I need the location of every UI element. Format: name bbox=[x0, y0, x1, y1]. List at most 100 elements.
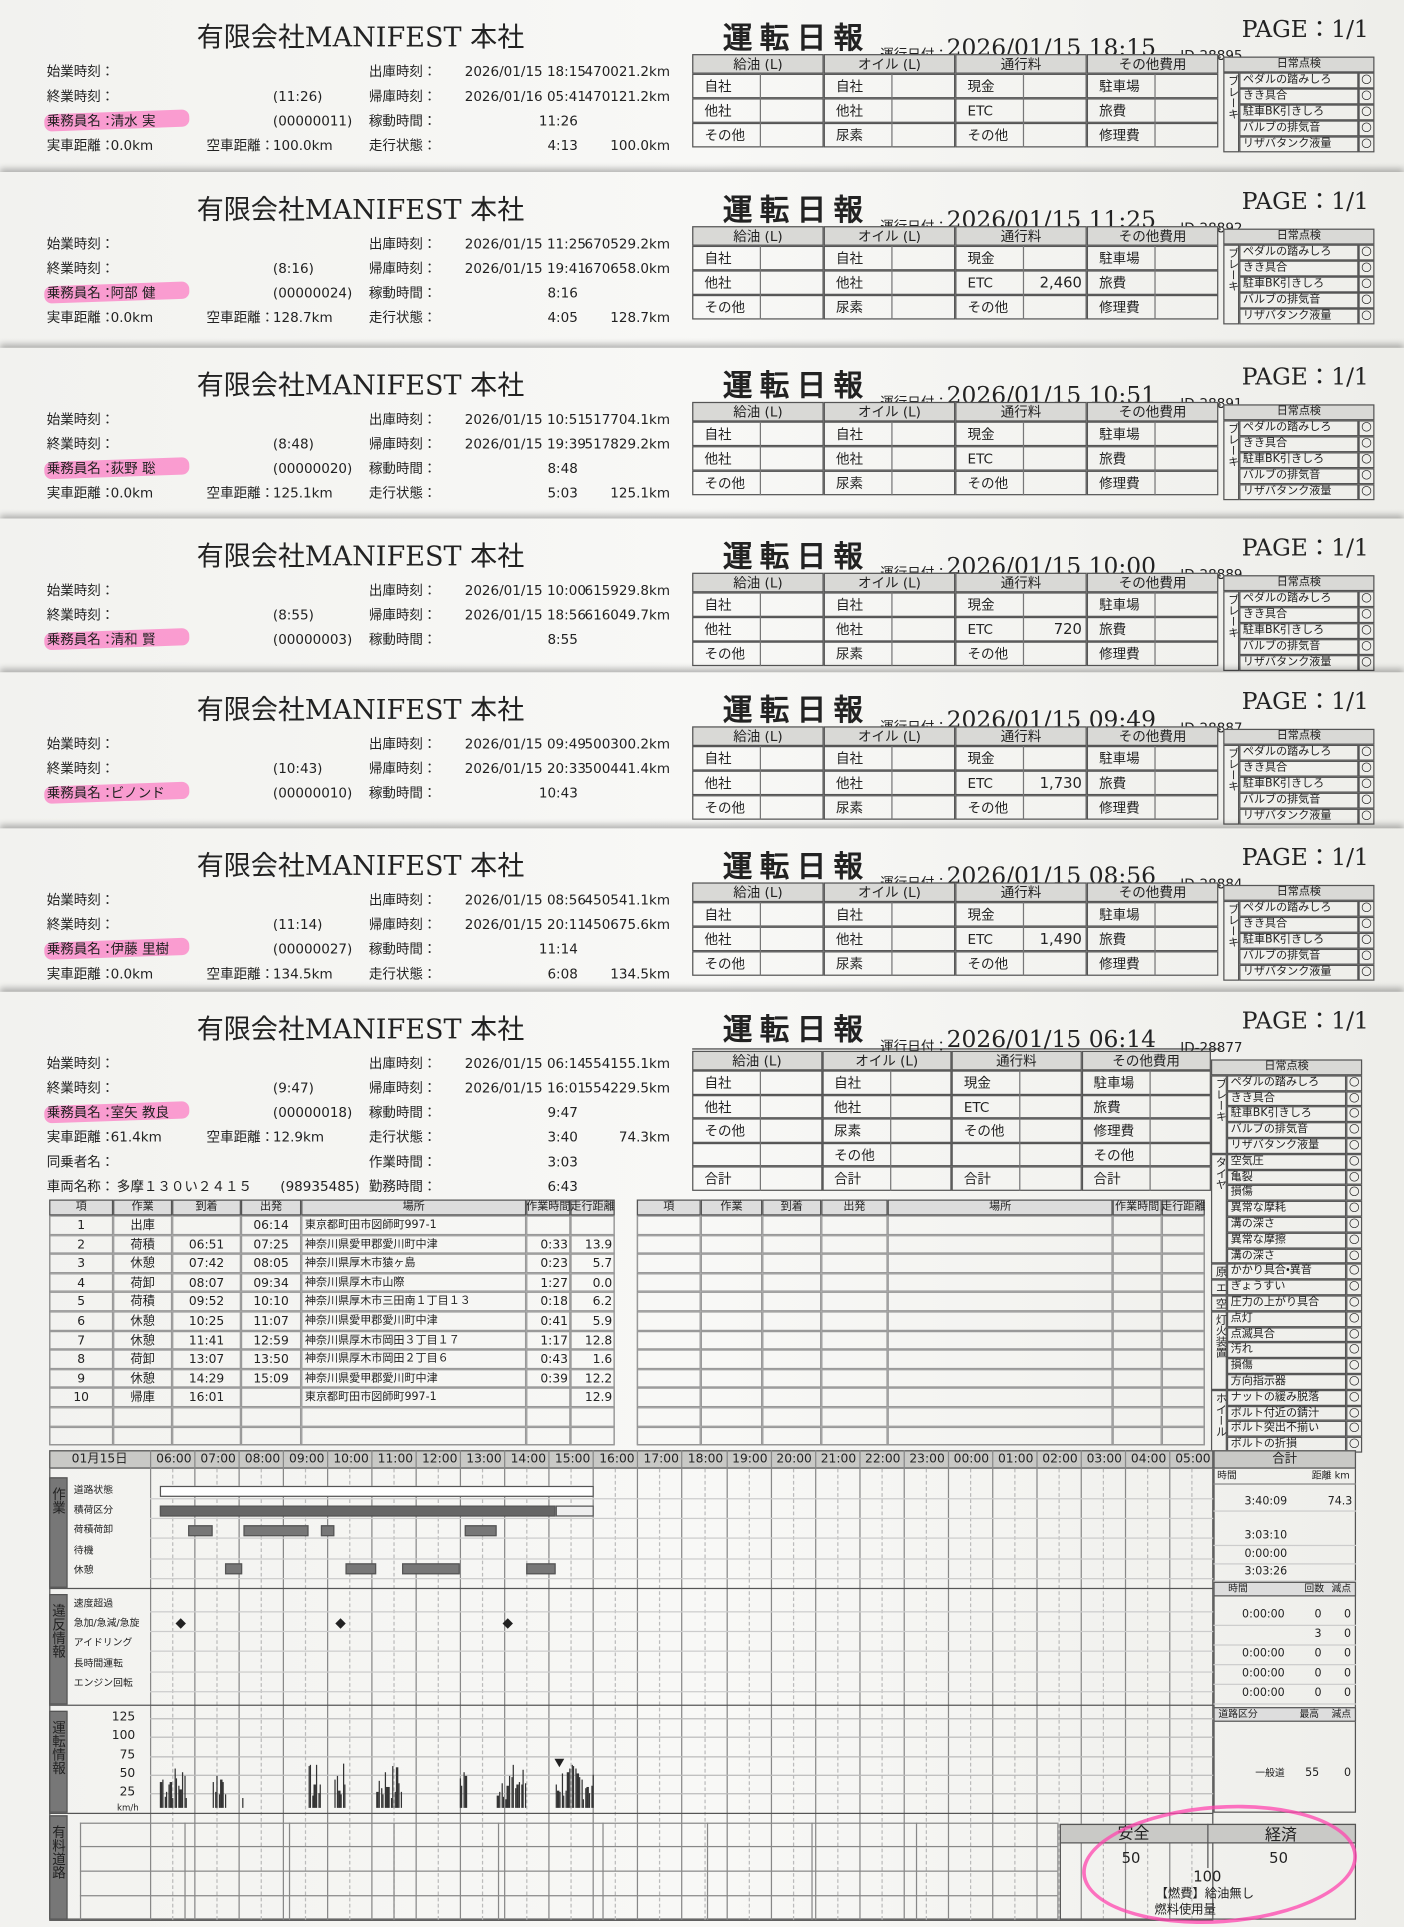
speed-spike bbox=[497, 1795, 499, 1808]
work-header-cell bbox=[1161, 1199, 1205, 1216]
section-label: 違反情報 bbox=[50, 1603, 67, 1658]
speed-spike bbox=[500, 1783, 503, 1808]
work-header-cell bbox=[240, 1199, 302, 1216]
expense-divider bbox=[1148, 1166, 1151, 1191]
check-side: ブレーキ bbox=[1213, 1077, 1226, 1122]
operation-date: 2026/01/15 10:00 bbox=[946, 553, 1157, 581]
check-item-cell bbox=[1239, 420, 1359, 437]
expense-cell bbox=[955, 951, 1087, 976]
check-mark: ○ bbox=[1361, 792, 1372, 807]
expense-label: 他社 bbox=[704, 931, 732, 948]
check-item: リザバタンク液量 bbox=[1242, 485, 1332, 498]
work-cell bbox=[762, 1388, 822, 1408]
field: 作業時間： bbox=[368, 1154, 437, 1171]
check-item: バルブの排気音 bbox=[1242, 793, 1321, 807]
field: 100.0km bbox=[272, 137, 333, 154]
work-cell bbox=[240, 1407, 302, 1427]
field: 終業時刻： bbox=[46, 436, 115, 453]
work-header: 作業 bbox=[720, 1200, 743, 1214]
field: 670658.0km bbox=[584, 260, 671, 277]
expense-label: 他社 bbox=[835, 275, 864, 292]
work-cell bbox=[49, 1234, 114, 1254]
check-mark: ○ bbox=[1348, 1342, 1360, 1357]
expense-cell bbox=[692, 1070, 822, 1095]
field: (11:26) bbox=[272, 88, 323, 105]
expense-label: 尿素 bbox=[835, 956, 864, 973]
expense-cell bbox=[823, 470, 956, 496]
work-header-cell bbox=[636, 1199, 701, 1216]
check-item: バルブの排気音 bbox=[1242, 640, 1321, 653]
work-cell bbox=[301, 1292, 527, 1312]
half-hour-line bbox=[615, 1468, 617, 1920]
speed-spike bbox=[575, 1768, 577, 1808]
work-cell bbox=[1112, 1215, 1162, 1235]
expense-divider bbox=[759, 98, 761, 123]
expense-label: 他社 bbox=[835, 775, 864, 792]
work-cell bbox=[700, 1292, 763, 1312]
viol-row-line bbox=[1213, 1703, 1357, 1705]
field: 帰庫時刻： bbox=[368, 760, 437, 777]
expense-cell bbox=[692, 73, 824, 99]
expense-divider bbox=[759, 1070, 761, 1095]
speed-spike bbox=[524, 1783, 527, 1808]
hour-line bbox=[858, 1450, 861, 1920]
expense-cell bbox=[1086, 294, 1219, 320]
expense-divider bbox=[1154, 770, 1156, 796]
expense-divider bbox=[1154, 122, 1156, 148]
speed-spike bbox=[563, 1795, 565, 1808]
work-value: 7 bbox=[77, 1334, 86, 1348]
viol-value: 0 bbox=[1314, 1648, 1322, 1661]
expense-header: 給油 (L) bbox=[732, 1053, 782, 1070]
check-item: リザバタンク液量 bbox=[1242, 656, 1332, 669]
check-mark-cell bbox=[1358, 607, 1375, 624]
viol-header: 回数 bbox=[1304, 1582, 1325, 1595]
road-header: 最高 bbox=[1299, 1708, 1320, 1720]
work-cell bbox=[887, 1311, 1113, 1331]
summary-row-line bbox=[1213, 1544, 1357, 1547]
work-cell bbox=[526, 1292, 571, 1312]
report-title: 運転日報 bbox=[722, 849, 871, 884]
check-item-cell bbox=[1239, 916, 1359, 933]
work-cell bbox=[762, 1253, 822, 1273]
work-cell bbox=[113, 1215, 173, 1235]
expense-cell bbox=[955, 446, 1087, 471]
expense-cell bbox=[1086, 770, 1219, 796]
check-item: きき具合 bbox=[1242, 918, 1288, 931]
expense-label: 現金 bbox=[967, 750, 995, 767]
field: 帰庫時刻： bbox=[368, 260, 437, 277]
expense-label: その他 bbox=[967, 299, 1009, 316]
expense-label: 自社 bbox=[834, 1075, 862, 1092]
road-value: 0 bbox=[1344, 1767, 1352, 1780]
work-value: 0:43 bbox=[540, 1353, 568, 1367]
expense-divider bbox=[759, 1094, 761, 1119]
row-line bbox=[149, 1557, 1214, 1560]
field: 始業時刻： bbox=[46, 411, 115, 428]
hour-label: 15:00 bbox=[554, 1452, 591, 1467]
field: 乗務員名： bbox=[46, 460, 115, 477]
work-value: 13:50 bbox=[253, 1353, 289, 1367]
operation-date: 2026/01/15 06:14 bbox=[946, 1026, 1157, 1054]
check-item: リザバタンク液量 bbox=[1242, 309, 1332, 322]
check-mark-cell bbox=[1346, 1311, 1363, 1327]
work-header: 到着 bbox=[780, 1200, 803, 1214]
work-cell bbox=[887, 1349, 1113, 1369]
expense-label: 修理費 bbox=[1093, 1123, 1135, 1140]
work-cell bbox=[526, 1407, 571, 1427]
speed-spike bbox=[178, 1785, 180, 1808]
field: 出庫時刻： bbox=[368, 736, 437, 753]
expense-divider bbox=[891, 902, 893, 927]
expense-header: その他費用 bbox=[1118, 56, 1187, 73]
check-item-cell bbox=[1226, 1342, 1347, 1359]
work-cell bbox=[1112, 1311, 1162, 1331]
check-mark-cell bbox=[1346, 1421, 1363, 1437]
speed-spike bbox=[398, 1783, 400, 1808]
hour-line bbox=[903, 1450, 905, 1920]
speed-spike bbox=[382, 1794, 385, 1808]
row-label: エンジン回転 bbox=[73, 1677, 133, 1689]
speed-spike bbox=[185, 1797, 188, 1808]
work-place: 神奈川県厚木市岡田２丁目６ bbox=[304, 1353, 449, 1366]
field: 74.3km bbox=[618, 1129, 671, 1146]
work-value: 13.9 bbox=[584, 1238, 613, 1252]
work-header: 到着 bbox=[195, 1200, 218, 1214]
expense-cell bbox=[692, 592, 824, 617]
